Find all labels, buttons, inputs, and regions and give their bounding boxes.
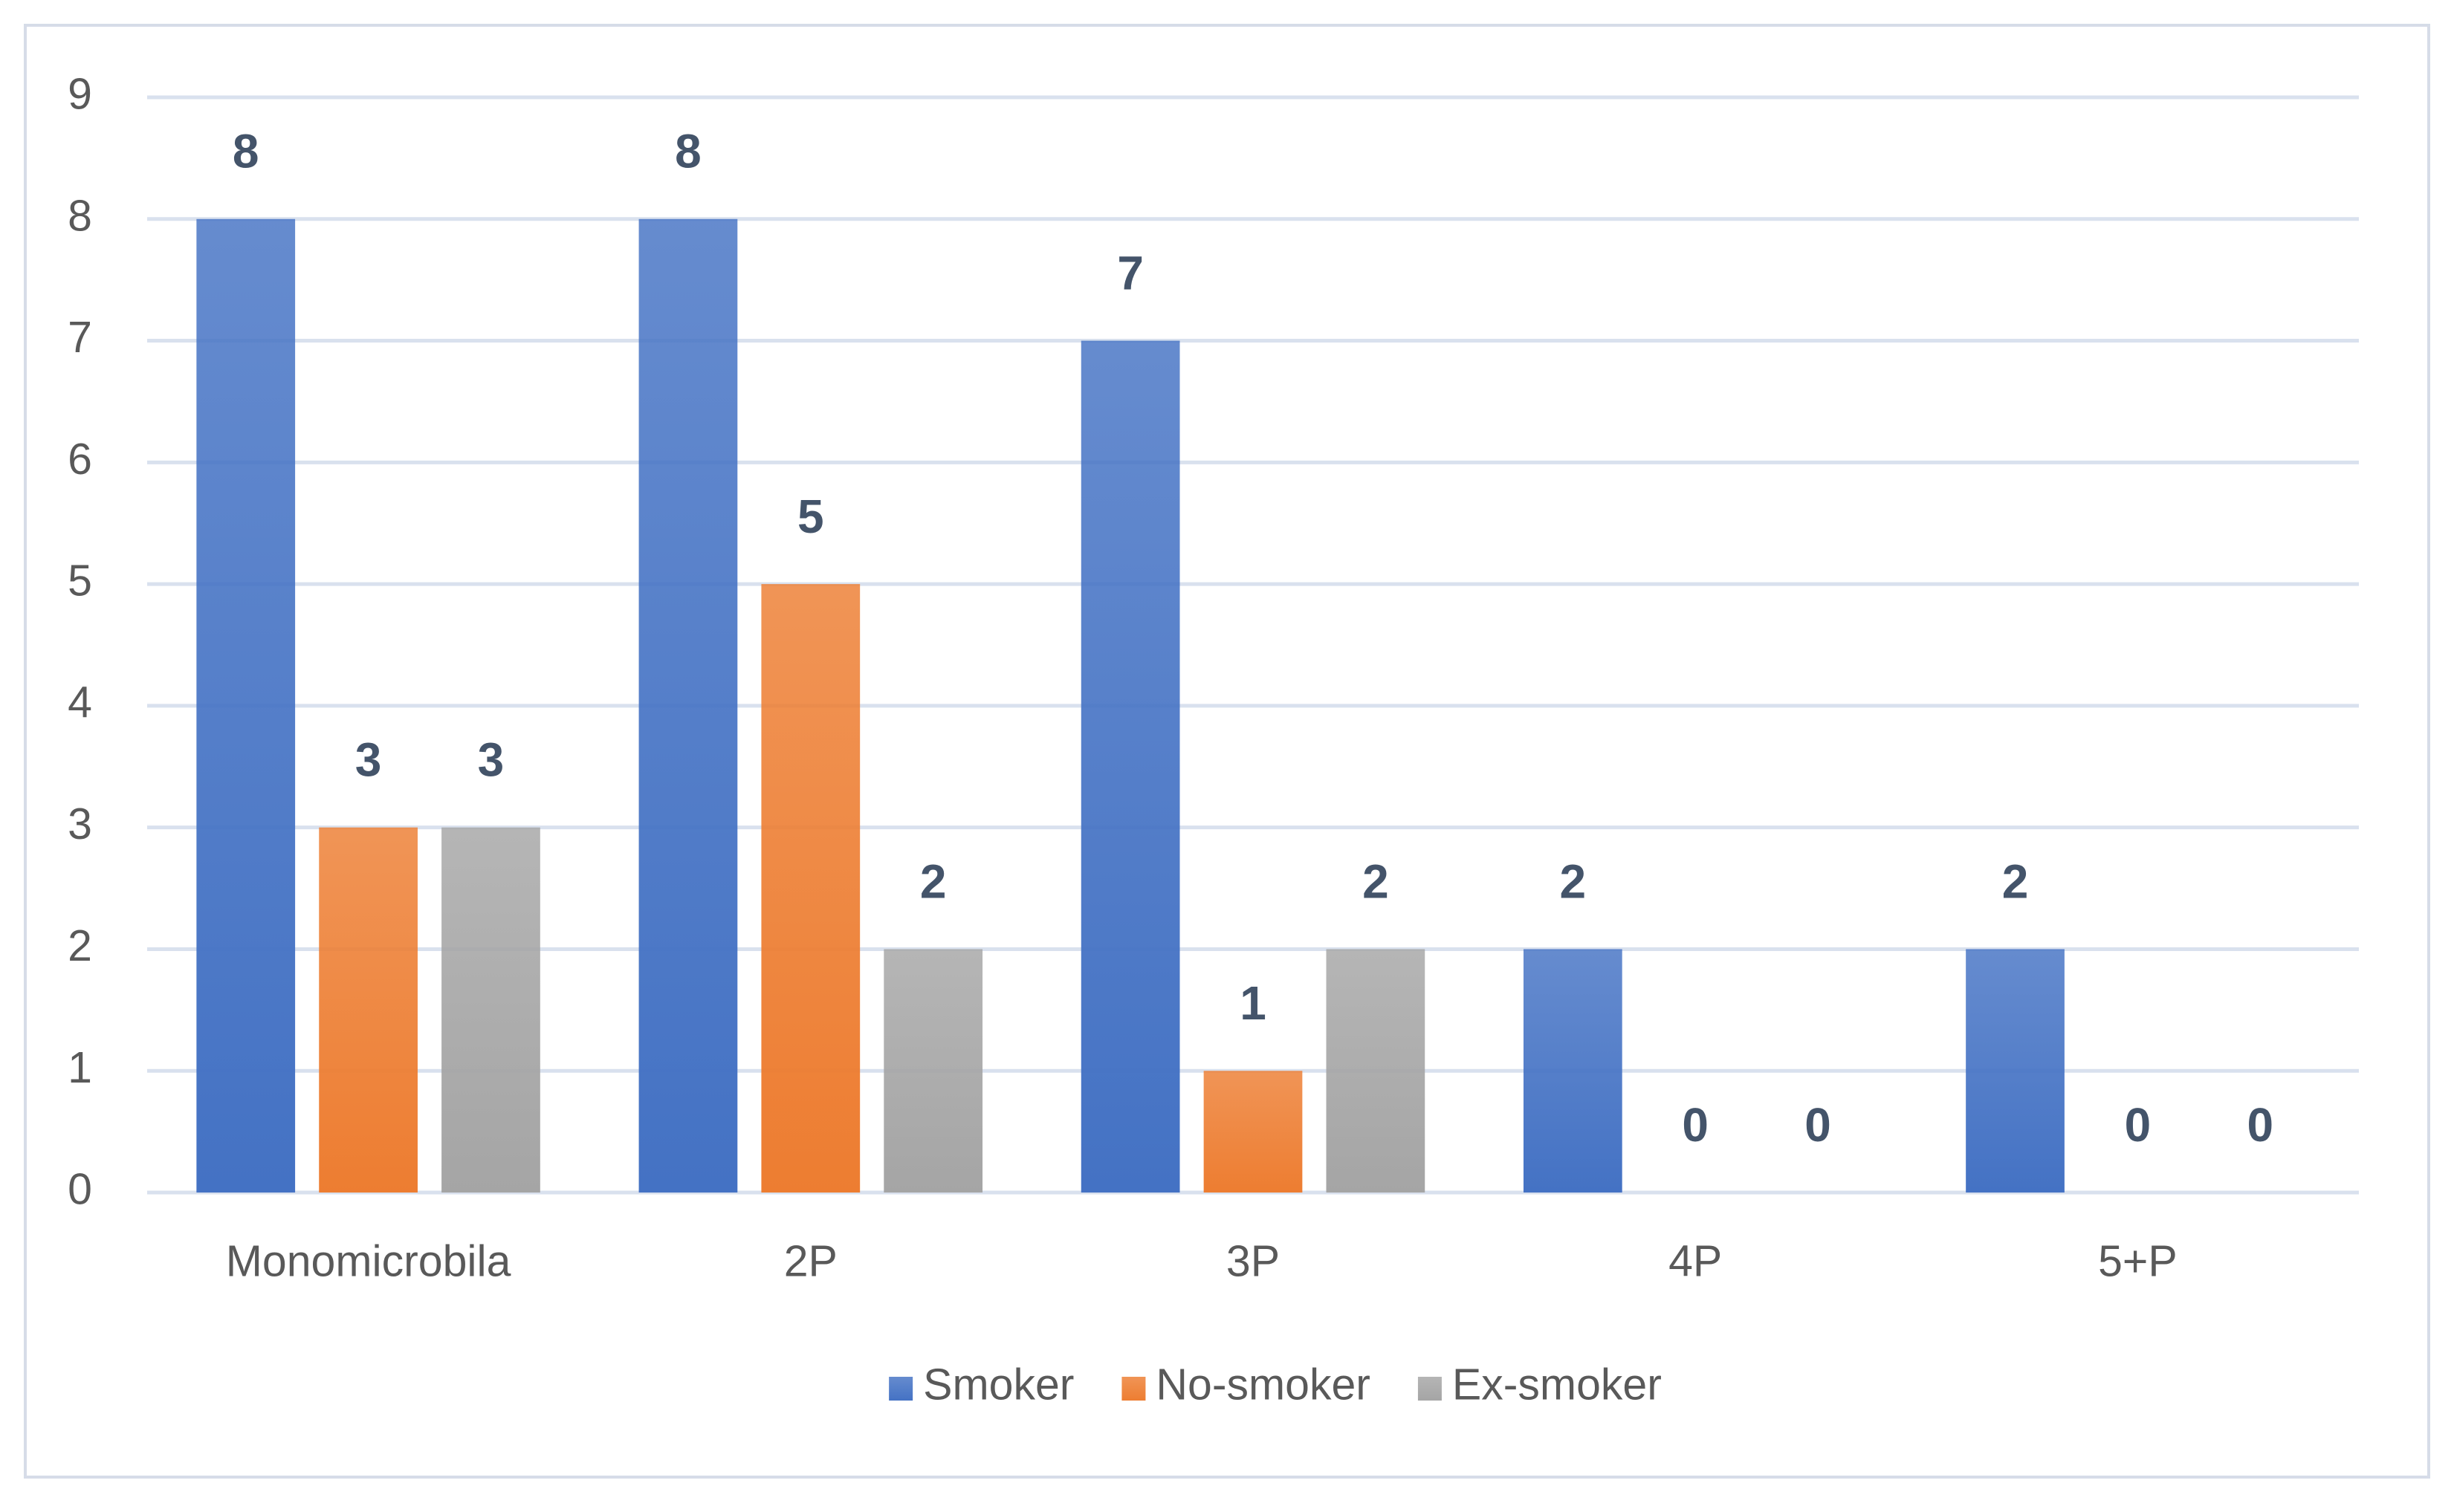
y-tick-label: 7	[68, 313, 92, 362]
y-tick-label: 0	[68, 1165, 92, 1214]
y-tick-label: 2	[68, 921, 92, 970]
value-label: 0	[2125, 1098, 2152, 1152]
y-tick-label: 9	[68, 70, 92, 119]
value-label: 3	[478, 733, 505, 787]
bar	[1203, 1071, 1303, 1193]
value-label: 7	[1117, 246, 1144, 299]
legend-label: No-smoker	[1156, 1360, 1370, 1409]
x-tick-label: 2P	[784, 1237, 838, 1286]
legend-swatch	[1417, 1377, 1442, 1401]
x-tick-label: 3P	[1226, 1237, 1280, 1286]
value-label: 2	[1362, 854, 1389, 908]
y-tick-label: 6	[68, 435, 92, 484]
legend: Smoker No-smoker Ex-smoker	[889, 1360, 1662, 1409]
chart-border	[24, 24, 2430, 1479]
bar	[319, 827, 418, 1193]
value-label: 1	[1240, 976, 1266, 1030]
bar	[1523, 949, 1622, 1193]
legend-swatch	[889, 1377, 913, 1401]
value-label: 0	[2247, 1098, 2273, 1152]
value-label: 2	[1560, 854, 1587, 908]
bar	[1081, 340, 1180, 1193]
value-label: 2	[2002, 854, 2029, 908]
bar	[441, 827, 540, 1193]
bar	[196, 218, 296, 1193]
y-tick-label: 4	[68, 678, 92, 727]
y-tick-label: 5	[68, 557, 92, 606]
y-tick-label: 8	[68, 191, 92, 240]
bar	[761, 584, 861, 1193]
x-tick-label: 4P	[1668, 1237, 1722, 1286]
bar	[884, 949, 983, 1193]
value-label: 2	[920, 854, 947, 908]
x-tick-label: 5+P	[2098, 1237, 2178, 1286]
y-tick-label: 3	[68, 799, 92, 849]
value-label: 8	[675, 125, 702, 178]
bar	[1326, 949, 1425, 1193]
bar	[1966, 949, 2065, 1193]
legend-label: Smoker	[923, 1360, 1074, 1409]
value-label: 0	[1804, 1098, 1831, 1152]
y-tick-label: 1	[68, 1043, 92, 1092]
bar	[638, 218, 738, 1193]
legend-swatch	[1121, 1377, 1146, 1401]
value-label: 0	[1682, 1098, 1709, 1152]
value-label: 8	[233, 125, 259, 178]
x-tick-label: Monomicrobila	[226, 1237, 511, 1286]
value-label: 5	[797, 490, 824, 543]
legend-label: Ex-smoker	[1452, 1360, 1662, 1409]
value-label: 3	[355, 733, 382, 787]
